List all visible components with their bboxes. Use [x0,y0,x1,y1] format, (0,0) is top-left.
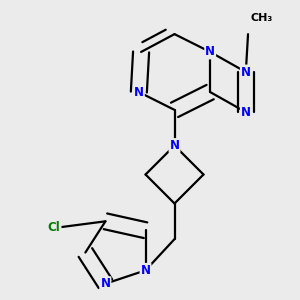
Text: Cl: Cl [48,221,61,235]
Text: N: N [100,277,110,290]
Text: N: N [169,139,179,152]
Text: CH₃: CH₃ [250,13,272,23]
Text: N: N [241,65,251,79]
Text: N: N [241,106,251,118]
Text: N: N [205,45,215,58]
Text: N: N [140,264,151,277]
Text: N: N [134,85,144,99]
